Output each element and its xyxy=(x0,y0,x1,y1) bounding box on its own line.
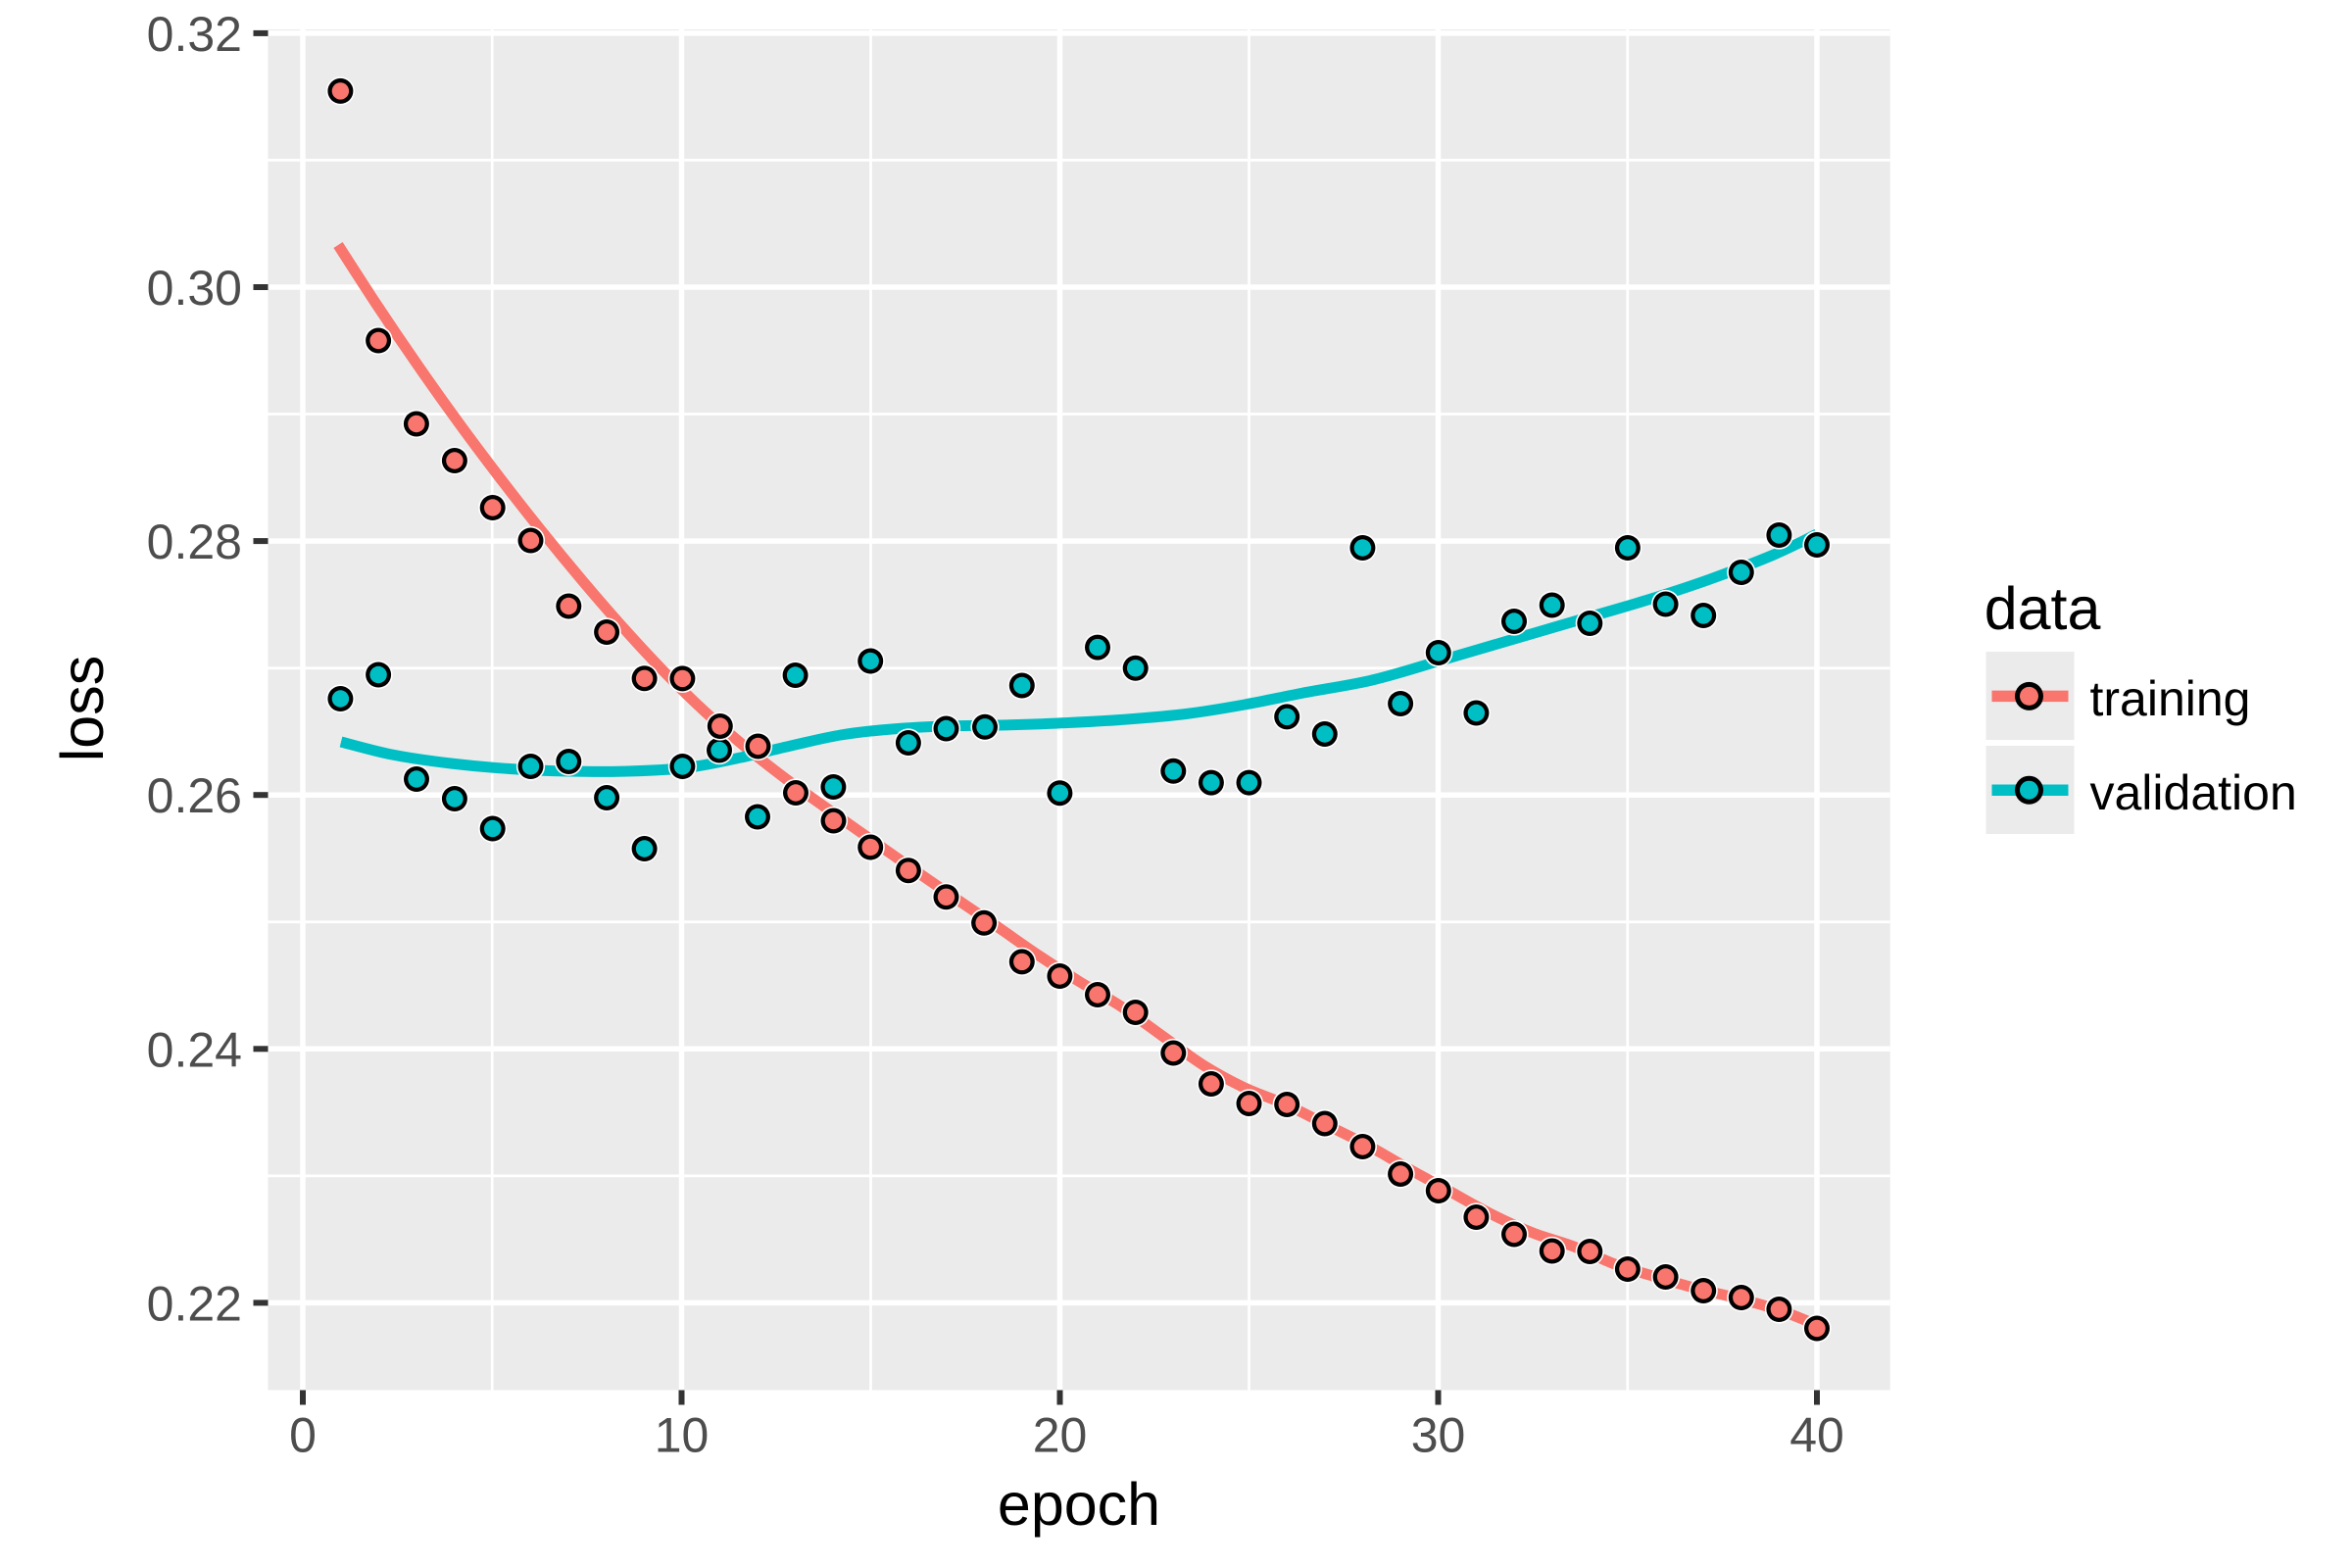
svg-text:0: 0 xyxy=(289,1408,317,1463)
svg-text:20: 20 xyxy=(1033,1408,1088,1463)
svg-text:training: training xyxy=(2090,671,2251,726)
svg-text:epoch: epoch xyxy=(998,1471,1160,1538)
svg-text:data: data xyxy=(1984,575,2101,642)
svg-text:40: 40 xyxy=(1789,1408,1844,1463)
svg-text:loss: loss xyxy=(49,656,116,761)
svg-text:10: 10 xyxy=(655,1408,710,1463)
svg-text:0.30: 0.30 xyxy=(147,261,242,316)
svg-text:0.22: 0.22 xyxy=(147,1276,242,1331)
svg-text:0.24: 0.24 xyxy=(147,1022,242,1077)
svg-text:30: 30 xyxy=(1411,1408,1466,1463)
svg-text:0.28: 0.28 xyxy=(147,514,242,569)
svg-text:0.32: 0.32 xyxy=(147,7,242,62)
svg-text:validation: validation xyxy=(2090,765,2297,820)
svg-text:0.26: 0.26 xyxy=(147,768,242,823)
